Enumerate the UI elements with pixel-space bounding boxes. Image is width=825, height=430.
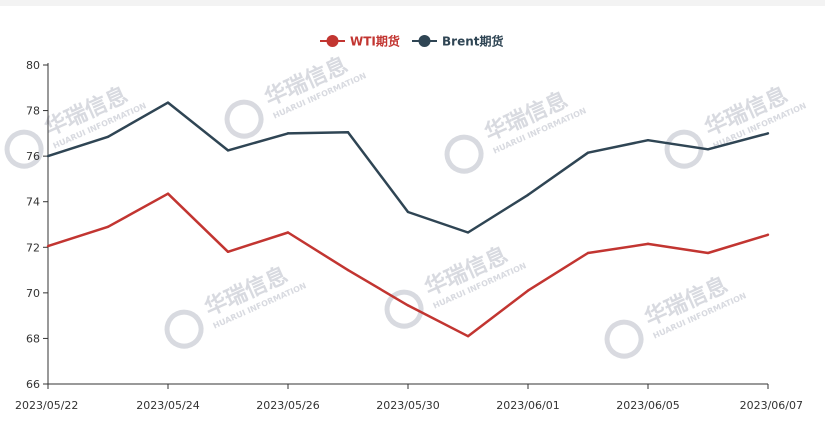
watermark-logo-icon — [384, 289, 424, 329]
y-tick-label: 80 — [26, 59, 40, 72]
y-tick-label: 74 — [26, 196, 40, 209]
data-point — [346, 131, 350, 134]
x-tick-label: 2023/05/30 — [376, 399, 439, 412]
data-point — [706, 251, 710, 255]
data-point — [226, 149, 230, 152]
y-tick-label: 68 — [26, 332, 40, 345]
data-point — [706, 148, 710, 151]
data-point — [46, 154, 50, 158]
data-point — [526, 289, 530, 292]
x-tick-label: 2023/05/22 — [15, 399, 78, 412]
legend-dot-icon — [326, 35, 339, 47]
y-tick-label: 72 — [26, 241, 40, 254]
top-bar — [0, 0, 825, 6]
watermark-logo-icon — [224, 99, 264, 139]
legend-label: Brent期货 — [442, 34, 503, 49]
data-point — [526, 193, 530, 197]
data-point — [106, 135, 110, 138]
data-point — [166, 192, 170, 195]
data-point — [406, 304, 410, 307]
watermark-logo-icon — [604, 319, 644, 359]
series-layer — [46, 101, 770, 338]
y-tick-label: 76 — [26, 150, 40, 163]
watermark-logo-icon — [4, 129, 44, 169]
data-point — [586, 151, 590, 154]
y-tick-label: 66 — [26, 378, 40, 391]
data-point — [166, 101, 170, 104]
x-tick-label: 2023/06/01 — [496, 399, 559, 412]
data-point — [466, 334, 470, 338]
data-point — [406, 210, 410, 214]
data-point — [46, 244, 50, 248]
axes: 66 68 70 72 74 76 78 80 2023/05/22 2023/05/24 2023… — [15, 59, 803, 412]
data-point — [226, 250, 230, 254]
data-point — [286, 132, 290, 135]
data-point — [466, 231, 470, 234]
x-tick-label: 2023/06/05 — [616, 399, 679, 412]
watermark-logo-icon — [664, 129, 704, 169]
data-point — [106, 225, 110, 228]
data-point — [346, 268, 350, 272]
legend-dot-icon — [418, 35, 431, 47]
data-point — [646, 138, 650, 142]
x-tick-label: 2023/06/07 — [740, 399, 803, 412]
legend-item[interactable]: Brent期货 — [412, 34, 503, 49]
data-point — [586, 251, 590, 255]
data-point — [286, 231, 290, 234]
legend-item[interactable]: WTI期货 — [320, 34, 400, 49]
data-point — [646, 242, 650, 246]
data-point — [766, 233, 770, 236]
legend: WTI期货 Brent期货 — [320, 34, 503, 49]
y-tick-label: 70 — [26, 287, 40, 300]
watermark-logo-icon — [164, 309, 204, 349]
data-point — [766, 132, 770, 135]
x-tick-label: 2023/05/26 — [256, 399, 319, 412]
x-tick-label: 2023/05/24 — [136, 399, 199, 412]
watermark-logo-icon — [444, 134, 484, 174]
y-tick-label: 78 — [26, 105, 40, 118]
legend-label: WTI期货 — [350, 34, 400, 49]
